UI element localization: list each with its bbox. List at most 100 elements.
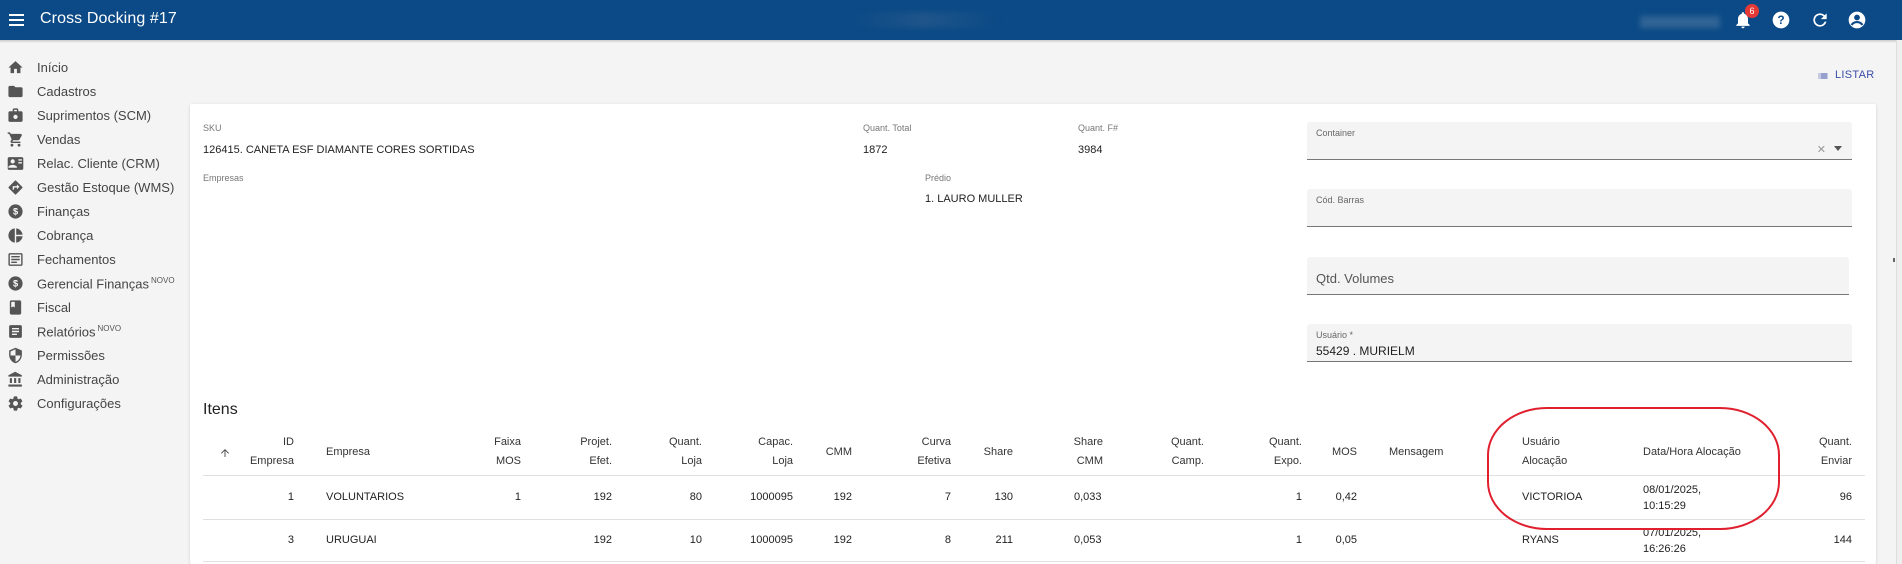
table-divider [203,475,1865,476]
bank-icon [7,371,24,388]
account-circle-icon[interactable] [1847,10,1867,30]
sidebar-item-cobranca[interactable]: Cobrança [0,224,185,248]
sidebar-item-label: Configurações [37,396,121,411]
cod-barras-field[interactable]: Cód. Barras [1307,189,1852,227]
sidebar-item-label: Gerencial Finanças NOVO [37,276,175,292]
sidebar-item-label: Cobrança [37,228,94,243]
usuario-label: Usuário * [1316,330,1354,340]
cell-mos: 0,42 [1335,491,1357,503]
cell-curva: 7 [944,491,951,503]
qtd-volumes-field[interactable]: Qtd. Volumes [1307,257,1849,295]
col-header-quant-enviar[interactable]: Quant. Enviar [1818,436,1852,467]
sidebar-item-configuracoes[interactable]: Configurações [0,392,185,416]
container-select[interactable]: Container ✕ [1307,122,1852,160]
col-header-mos[interactable]: MOS [1331,446,1357,458]
cell-quant-loja: 80 [689,491,702,503]
sidebar-item-permissoes[interactable]: Permissões [0,344,185,368]
shield-icon [7,347,24,364]
quant-f-label: Quant. F# [1078,123,1119,133]
sidebar-item-wms[interactable]: Gestão Estoque (WMS) [0,176,185,200]
items-section-title: Itens [203,401,238,418]
sidebar-item-label: Relatórios NOVO [37,324,122,340]
sidebar-item-gerencial-financas[interactable]: $ Gerencial Finanças NOVO [0,272,185,296]
container-label: Container [1316,128,1356,138]
sidebar-item-relatorios[interactable]: Relatórios NOVO [0,320,185,344]
refresh-icon[interactable] [1810,10,1830,30]
list-box-icon [7,251,24,268]
folder-icon [7,83,24,100]
col-header-mensagem[interactable]: Mensagem [1389,446,1444,458]
cell-capac-loja: 1000095 [750,491,793,503]
col-header-empresa[interactable]: Empresa [326,446,371,458]
redacted-area [1640,16,1720,28]
help-icon[interactable]: ? [1771,10,1791,30]
cell-empresa: VOLUNTARIOS [326,491,405,503]
sidebar-item-label: Vendas [37,132,81,147]
sidebar-item-cadastros[interactable]: Cadastros [0,80,185,104]
cell-quant-loja: 10 [689,534,702,546]
cell-capac-loja: 1000095 [750,534,793,546]
redacted-area [850,12,1000,28]
contact-card-icon [7,155,24,172]
col-header-cmm[interactable]: CMM [825,446,852,458]
sidebar-item-label: Gestão Estoque (WMS) [37,180,175,195]
quant-total-value: 1872 [863,144,888,156]
sku-label: SKU [203,123,222,133]
svg-text:?: ? [1777,14,1784,27]
col-header-share[interactable]: Share [983,446,1013,458]
sidebar-item-financas[interactable]: $ Finanças [0,200,185,224]
sku-value: 126415. CANETA ESF DIAMANTE CORES SORTID… [203,144,475,156]
cell-mos: 0,05 [1335,534,1357,546]
sidebar-item-fechamentos[interactable]: Fechamentos [0,248,185,272]
cell-data-hora: 08/01/2025, 10:15:29 [1643,484,1702,512]
sidebar-item-administracao[interactable]: Administração [0,368,185,392]
col-header-capac-loja[interactable]: Capac. Loja [758,436,793,467]
cell-quant-expo: 1 [1295,491,1302,503]
report-icon [7,323,24,340]
col-header-curva-efetiva[interactable]: Curva Efetiva [917,436,951,467]
sidebar-item-suprimentos[interactable]: Suprimentos (SCM) [0,104,185,128]
cell-quant-enviar: 144 [1833,534,1852,546]
cell-share: 130 [994,491,1013,503]
col-header-projet-efet[interactable]: Projet. Efet. [580,436,612,467]
usuario-field[interactable]: Usuário * 55429 . MURIELM [1307,324,1852,362]
col-header-data-hora-alocacao[interactable]: Data/Hora Alocação [1643,446,1741,458]
window-scrollbar[interactable] [1896,40,1902,564]
gear-icon [7,395,24,412]
cell-empresa: URUGUAI [326,534,377,546]
table-divider [203,561,1865,562]
col-header-quant-loja[interactable]: Quant. Loja [668,436,702,467]
sidebar-item-label: Administração [37,372,120,387]
book-icon [7,299,24,316]
col-header-quant-expo[interactable]: Quant. Expo. [1268,436,1302,467]
col-header-id-empresa[interactable]: ID Empresa [249,436,294,467]
sort-arrow-up-icon[interactable] [219,446,231,458]
chevron-down-icon[interactable] [1834,146,1842,151]
new-badge: NOVO [97,324,122,333]
clear-icon[interactable]: ✕ [1816,144,1826,156]
cell-curva: 8 [944,534,951,546]
sidebar-item-label: Cadastros [37,84,97,99]
pie-chart-icon [7,227,24,244]
sidebar-item-crm[interactable]: Relac. Cliente (CRM) [0,152,185,176]
cell-faixa-mos: 1 [514,491,521,503]
cell-quant-expo: 1 [1295,534,1302,546]
col-header-faixa-mos[interactable]: Faixa MOS [494,436,521,467]
cell-data-hora: 07/01/2025, 16:26:26 [1643,527,1702,555]
col-header-quant-camp[interactable]: Quant. Camp. [1170,436,1204,467]
hamburger-menu-icon[interactable] [8,10,26,30]
quant-f-value: 3984 [1078,144,1103,156]
cell-projet-efet: 192 [593,534,612,546]
sidebar-item-inicio[interactable]: Início [0,56,185,80]
sidebar-item-fiscal[interactable]: Fiscal [0,296,185,320]
sidebar-item-vendas[interactable]: Vendas [0,128,185,152]
cell-id: 3 [287,534,294,546]
sidebar-item-label: Permissões [37,348,105,363]
col-header-usuario-alocacao[interactable]: Usuário Alocação [1522,436,1568,467]
col-header-share-cmm[interactable]: Share CMM [1073,436,1103,467]
predio-value: 1. LAURO MULLER [925,193,1023,205]
sidebar-item-label: Suprimentos (SCM) [37,108,152,123]
quant-total-label: Quant. Total [863,123,912,133]
sidebar-item-label: Relac. Cliente (CRM) [37,156,160,171]
field-marker [1893,258,1895,262]
